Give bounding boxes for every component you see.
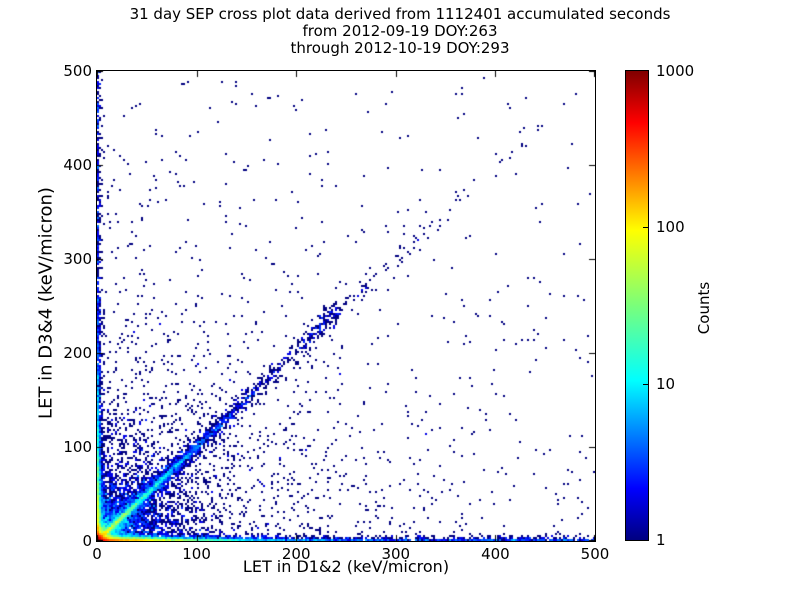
x-tick-label: 500: [580, 545, 610, 563]
x-axis-label: LET in D1&2 (keV/micron): [242, 557, 450, 576]
colorbar: [625, 70, 649, 541]
colorbar-tick: [643, 227, 648, 229]
y-tick-label: 100: [63, 438, 92, 456]
colorbar-gradient: [626, 71, 648, 540]
chart-title: 31 day SEP cross plot data derived from …: [0, 6, 800, 57]
y-tick-label: 0: [82, 532, 92, 550]
colorbar-tick-label: 1000: [656, 62, 695, 80]
y-tick-label: 500: [63, 62, 92, 80]
x-tick-label: 400: [481, 545, 510, 563]
y-axis-label-text: LET in D3&4 (keV/micron): [35, 187, 57, 419]
y-tick-label: 300: [63, 250, 92, 268]
colorbar-tick: [643, 383, 648, 385]
chart-title-line-2: from 2012-09-19 DOY:263: [302, 22, 498, 40]
x-tick-label: 200: [281, 545, 311, 563]
x-tick-label: 0: [92, 545, 102, 563]
x-tick-label: 300: [381, 545, 411, 563]
plot-area: [96, 70, 596, 542]
colorbar-label-text: Counts: [695, 281, 713, 335]
chart-title-line-1: 31 day SEP cross plot data derived from …: [129, 5, 671, 23]
y-tick-label: 400: [63, 156, 92, 174]
colorbar-tick-label: 100: [656, 218, 685, 237]
colorbar-tick-label: 10: [656, 374, 676, 393]
x-tick-label: 100: [182, 545, 211, 563]
colorbar-tick-label: 1: [656, 531, 666, 549]
y-tick-label: 200: [63, 344, 92, 362]
chart-title-line-3: through 2012-10-19 DOY:293: [290, 39, 510, 57]
scatter-canvas: [97, 71, 595, 541]
